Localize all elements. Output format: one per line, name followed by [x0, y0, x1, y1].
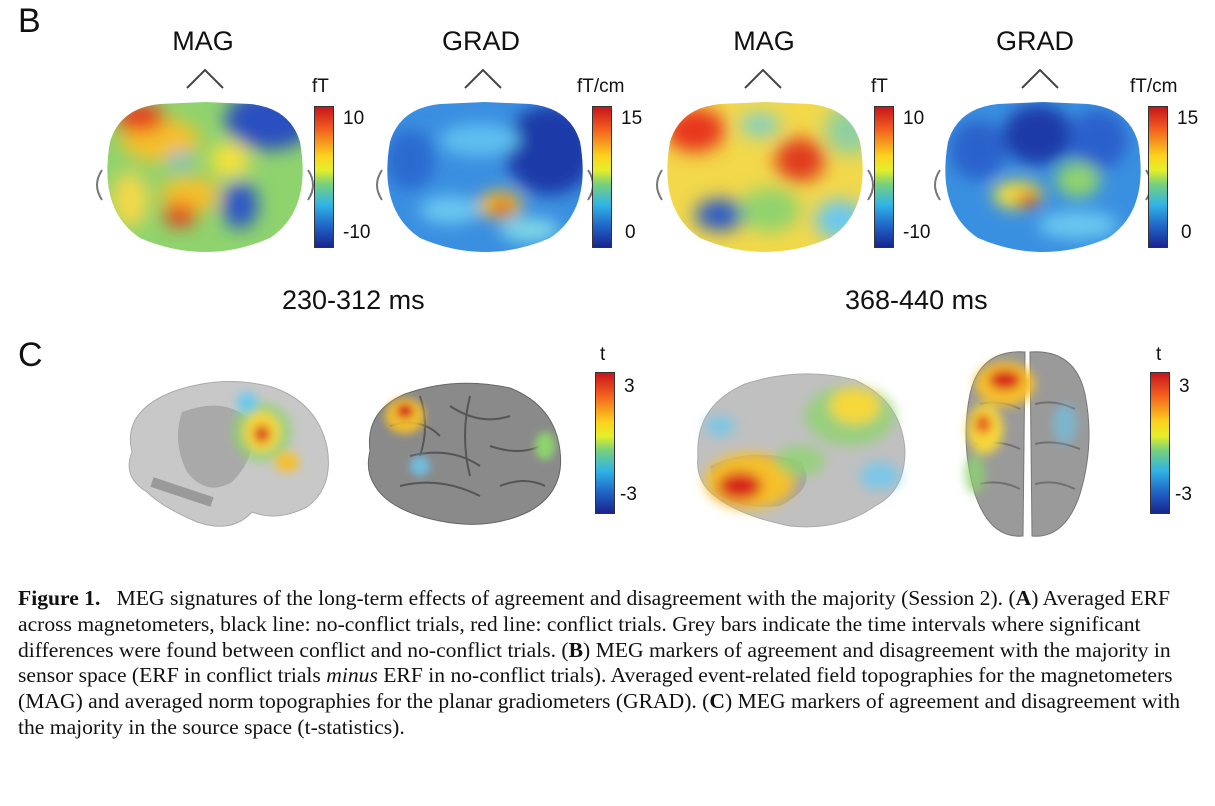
- map-4-label: GRAD: [995, 26, 1074, 56]
- caption-b-letter: B: [568, 637, 584, 662]
- topography-map-mag-2: [656, 102, 874, 252]
- colorbar-4-unit: fT/cm: [1130, 76, 1178, 97]
- brain-surface-top-view: [965, 351, 1090, 537]
- topography-map-mag-1: [96, 102, 314, 252]
- time-window-2: 368-440 ms: [845, 285, 988, 315]
- colorbar-1-min-tick: -10: [343, 222, 371, 243]
- colorbar-c2-max-tick: 3: [1179, 376, 1190, 397]
- map-1-label: MAG: [172, 26, 234, 56]
- caption-b-text-1: ) MEG markers of agreement and disagreem…: [18, 637, 1171, 688]
- caption-a-text: ) Averaged ERF across magnetometers, bla…: [18, 586, 1171, 662]
- caption-a-letter: A: [1015, 586, 1032, 610]
- colorbar-3-max-tick: 10: [903, 108, 925, 129]
- colorbar-c1-unit: t: [600, 344, 606, 365]
- colorbar-4: [1148, 106, 1168, 248]
- colorbar-3: [874, 106, 894, 248]
- colorbar-2-max-tick: 15: [621, 108, 643, 129]
- colorbar-3-unit: fT: [871, 76, 888, 97]
- topography-map-grad-2: [934, 102, 1152, 252]
- colorbar-c1: [595, 372, 615, 514]
- colorbar-c2: [1150, 372, 1170, 514]
- colorbar-c2-unit: t: [1156, 344, 1162, 365]
- colorbar-c1-max-tick: 3: [624, 376, 635, 397]
- colorbar-1-unit: fT: [312, 76, 329, 97]
- caption-sentence-1: MEG signatures of the long-term effects …: [116, 586, 1016, 610]
- brain-surface-inflated-right: [697, 373, 906, 528]
- nose-chevron-icon: [744, 68, 782, 89]
- caption-c-text: ) MEG markers of agreement and disagreem…: [18, 689, 1181, 739]
- colorbar-4-min-tick: 0: [1181, 222, 1192, 243]
- colorbar-2-min-tick: 0: [625, 222, 636, 243]
- time-window-1: 230-312 ms: [282, 285, 425, 315]
- colorbar-2-unit: fT/cm: [577, 76, 625, 97]
- colorbar-2: [592, 106, 612, 248]
- map-3-label: MAG: [733, 26, 795, 56]
- map-2-label: GRAD: [441, 26, 520, 56]
- nose-chevron-icon: [1021, 68, 1059, 89]
- colorbar-3-min-tick: -10: [903, 222, 931, 243]
- brain-surface-folded-lateral: [367, 382, 562, 525]
- topography-map-grad-1: [376, 102, 594, 252]
- nose-chevron-icon: [464, 68, 502, 89]
- colorbar-c2-min-tick: -3: [1175, 484, 1192, 505]
- caption-c-letter: C: [709, 689, 725, 714]
- colorbar-c1-min-tick: -3: [620, 484, 637, 505]
- colorbar-1: [314, 106, 334, 248]
- figure-caption: Figure 1. MEG signatures of the long-ter…: [18, 586, 1203, 741]
- colorbar-1-max-tick: 10: [343, 108, 365, 129]
- caption-b-text-2: ERF in no-conflict trials). Averaged eve…: [18, 663, 1173, 714]
- nose-chevron-icon: [186, 68, 224, 89]
- colorbar-4-max-tick: 15: [1177, 108, 1199, 129]
- panel-c-letter: C: [18, 336, 43, 374]
- caption-b-minus: minus: [326, 663, 378, 688]
- figure-label: Figure 1.: [18, 586, 101, 610]
- panel-b-letter: B: [18, 2, 41, 40]
- brain-surface-inflated-lateral: [128, 381, 329, 527]
